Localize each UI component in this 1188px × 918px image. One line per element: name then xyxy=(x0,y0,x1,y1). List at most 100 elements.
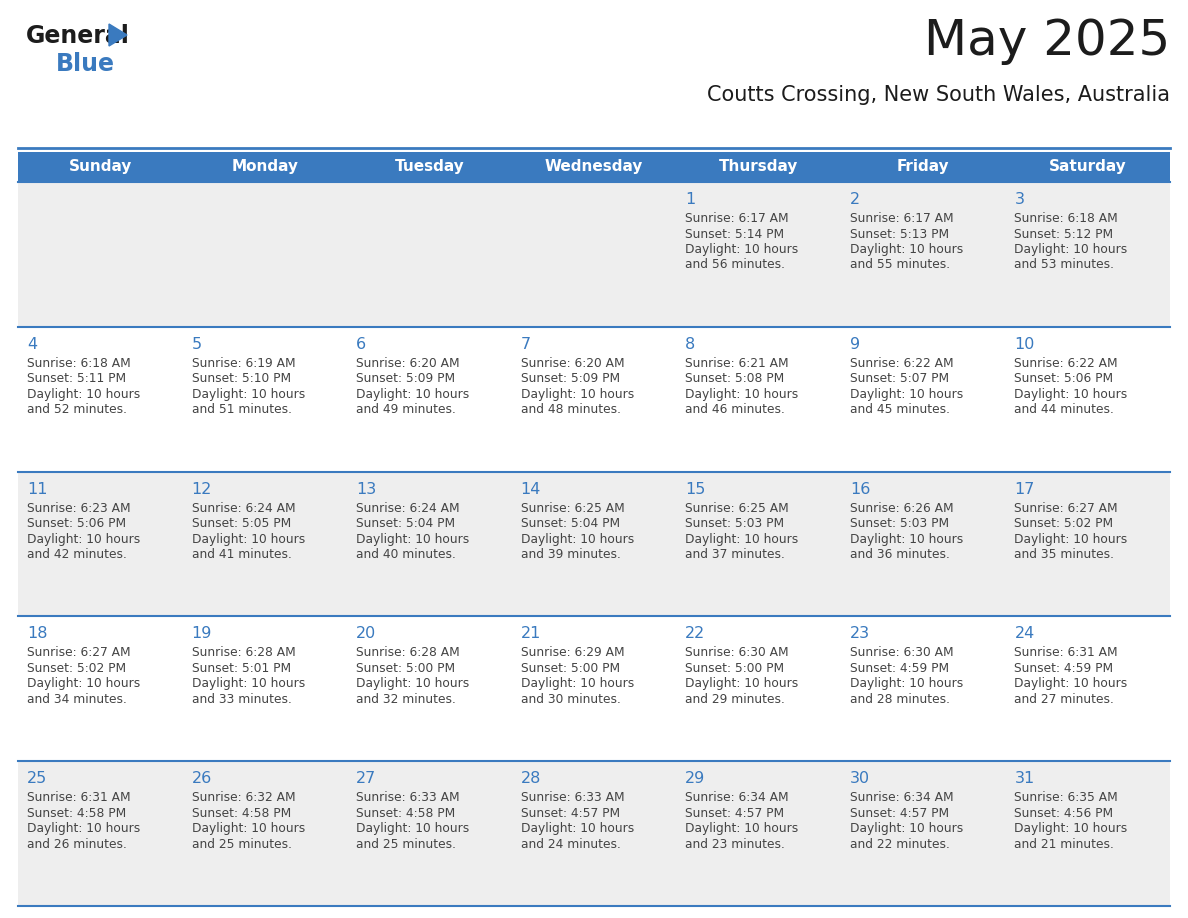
Bar xyxy=(18,761,1170,906)
Text: and 22 minutes.: and 22 minutes. xyxy=(849,838,949,851)
Text: Sunrise: 6:34 AM: Sunrise: 6:34 AM xyxy=(685,791,789,804)
Text: 27: 27 xyxy=(356,771,377,786)
Text: Sunset: 5:01 PM: Sunset: 5:01 PM xyxy=(191,662,291,675)
Text: and 56 minutes.: and 56 minutes. xyxy=(685,259,785,272)
Text: Sunset: 5:06 PM: Sunset: 5:06 PM xyxy=(1015,373,1113,386)
Bar xyxy=(18,327,1170,472)
Text: 13: 13 xyxy=(356,482,377,497)
Text: and 52 minutes.: and 52 minutes. xyxy=(27,403,127,416)
Text: Friday: Friday xyxy=(897,160,949,174)
Text: 23: 23 xyxy=(849,626,870,642)
Text: Daylight: 10 hours: Daylight: 10 hours xyxy=(27,532,140,545)
Text: 12: 12 xyxy=(191,482,211,497)
Text: Daylight: 10 hours: Daylight: 10 hours xyxy=(520,387,634,401)
Text: Sunrise: 6:33 AM: Sunrise: 6:33 AM xyxy=(356,791,460,804)
Text: Sunset: 4:58 PM: Sunset: 4:58 PM xyxy=(356,807,455,820)
Text: Daylight: 10 hours: Daylight: 10 hours xyxy=(27,823,140,835)
Text: Daylight: 10 hours: Daylight: 10 hours xyxy=(356,387,469,401)
Text: Sunset: 4:57 PM: Sunset: 4:57 PM xyxy=(520,807,620,820)
Text: and 40 minutes.: and 40 minutes. xyxy=(356,548,456,561)
Text: 1: 1 xyxy=(685,192,695,207)
Text: Sunrise: 6:25 AM: Sunrise: 6:25 AM xyxy=(520,501,625,515)
Text: 6: 6 xyxy=(356,337,366,352)
Text: Sunrise: 6:28 AM: Sunrise: 6:28 AM xyxy=(191,646,296,659)
Text: Sunset: 5:13 PM: Sunset: 5:13 PM xyxy=(849,228,949,241)
Text: and 32 minutes.: and 32 minutes. xyxy=(356,693,456,706)
Text: Sunset: 5:02 PM: Sunset: 5:02 PM xyxy=(1015,517,1113,530)
Text: Sunrise: 6:31 AM: Sunrise: 6:31 AM xyxy=(27,791,131,804)
Text: Sunrise: 6:22 AM: Sunrise: 6:22 AM xyxy=(849,357,954,370)
Text: Sunset: 4:57 PM: Sunset: 4:57 PM xyxy=(849,807,949,820)
Text: Daylight: 10 hours: Daylight: 10 hours xyxy=(356,677,469,690)
Text: and 42 minutes.: and 42 minutes. xyxy=(27,548,127,561)
Text: Sunset: 5:03 PM: Sunset: 5:03 PM xyxy=(685,517,784,530)
Text: Daylight: 10 hours: Daylight: 10 hours xyxy=(27,387,140,401)
Text: Sunrise: 6:24 AM: Sunrise: 6:24 AM xyxy=(191,501,295,515)
Text: and 46 minutes.: and 46 minutes. xyxy=(685,403,785,416)
Bar xyxy=(18,182,1170,327)
Text: Daylight: 10 hours: Daylight: 10 hours xyxy=(356,532,469,545)
Text: Sunrise: 6:31 AM: Sunrise: 6:31 AM xyxy=(1015,646,1118,659)
Text: Saturday: Saturday xyxy=(1049,160,1126,174)
Text: 21: 21 xyxy=(520,626,541,642)
Text: Sunrise: 6:27 AM: Sunrise: 6:27 AM xyxy=(1015,501,1118,515)
Text: Sunset: 5:08 PM: Sunset: 5:08 PM xyxy=(685,373,784,386)
Text: Sunrise: 6:35 AM: Sunrise: 6:35 AM xyxy=(1015,791,1118,804)
Text: 30: 30 xyxy=(849,771,870,786)
Text: 16: 16 xyxy=(849,482,871,497)
Text: 14: 14 xyxy=(520,482,541,497)
Text: and 29 minutes.: and 29 minutes. xyxy=(685,693,785,706)
Text: Sunrise: 6:18 AM: Sunrise: 6:18 AM xyxy=(27,357,131,370)
Text: Daylight: 10 hours: Daylight: 10 hours xyxy=(520,823,634,835)
Text: and 41 minutes.: and 41 minutes. xyxy=(191,548,291,561)
Text: Daylight: 10 hours: Daylight: 10 hours xyxy=(849,532,963,545)
Text: Sunset: 5:00 PM: Sunset: 5:00 PM xyxy=(520,662,620,675)
Text: General: General xyxy=(26,24,129,48)
Text: Tuesday: Tuesday xyxy=(394,160,465,174)
Text: Daylight: 10 hours: Daylight: 10 hours xyxy=(685,532,798,545)
Text: Sunset: 5:09 PM: Sunset: 5:09 PM xyxy=(520,373,620,386)
Text: 9: 9 xyxy=(849,337,860,352)
Text: Daylight: 10 hours: Daylight: 10 hours xyxy=(1015,387,1127,401)
Text: Sunset: 5:00 PM: Sunset: 5:00 PM xyxy=(685,662,784,675)
Text: Sunrise: 6:24 AM: Sunrise: 6:24 AM xyxy=(356,501,460,515)
Text: 15: 15 xyxy=(685,482,706,497)
Text: and 30 minutes.: and 30 minutes. xyxy=(520,693,620,706)
Text: Daylight: 10 hours: Daylight: 10 hours xyxy=(520,677,634,690)
Text: Daylight: 10 hours: Daylight: 10 hours xyxy=(191,677,305,690)
Text: and 21 minutes.: and 21 minutes. xyxy=(1015,838,1114,851)
Text: 24: 24 xyxy=(1015,626,1035,642)
Text: Sunset: 5:11 PM: Sunset: 5:11 PM xyxy=(27,373,126,386)
Text: Thursday: Thursday xyxy=(719,160,798,174)
Bar xyxy=(18,152,1170,182)
Text: Sunrise: 6:21 AM: Sunrise: 6:21 AM xyxy=(685,357,789,370)
Text: Sunrise: 6:34 AM: Sunrise: 6:34 AM xyxy=(849,791,954,804)
Text: 18: 18 xyxy=(27,626,48,642)
Text: Sunset: 5:12 PM: Sunset: 5:12 PM xyxy=(1015,228,1113,241)
Text: Sunrise: 6:17 AM: Sunrise: 6:17 AM xyxy=(685,212,789,225)
Text: Sunset: 5:10 PM: Sunset: 5:10 PM xyxy=(191,373,291,386)
Text: Sunset: 4:58 PM: Sunset: 4:58 PM xyxy=(191,807,291,820)
Text: Sunrise: 6:25 AM: Sunrise: 6:25 AM xyxy=(685,501,789,515)
Text: Sunset: 4:59 PM: Sunset: 4:59 PM xyxy=(849,662,949,675)
Text: and 49 minutes.: and 49 minutes. xyxy=(356,403,456,416)
Text: and 45 minutes.: and 45 minutes. xyxy=(849,403,950,416)
Bar xyxy=(18,472,1170,616)
Text: Sunday: Sunday xyxy=(69,160,132,174)
Text: Sunset: 5:07 PM: Sunset: 5:07 PM xyxy=(849,373,949,386)
Text: Sunset: 5:04 PM: Sunset: 5:04 PM xyxy=(356,517,455,530)
Text: Monday: Monday xyxy=(232,160,298,174)
Text: and 25 minutes.: and 25 minutes. xyxy=(191,838,291,851)
Text: Daylight: 10 hours: Daylight: 10 hours xyxy=(849,823,963,835)
Text: Daylight: 10 hours: Daylight: 10 hours xyxy=(1015,677,1127,690)
Text: Sunset: 5:14 PM: Sunset: 5:14 PM xyxy=(685,228,784,241)
Text: Sunrise: 6:28 AM: Sunrise: 6:28 AM xyxy=(356,646,460,659)
Text: and 35 minutes.: and 35 minutes. xyxy=(1015,548,1114,561)
Text: Daylight: 10 hours: Daylight: 10 hours xyxy=(520,532,634,545)
Text: Daylight: 10 hours: Daylight: 10 hours xyxy=(685,677,798,690)
Text: Sunset: 4:57 PM: Sunset: 4:57 PM xyxy=(685,807,784,820)
Text: Sunrise: 6:32 AM: Sunrise: 6:32 AM xyxy=(191,791,295,804)
Text: 3: 3 xyxy=(1015,192,1024,207)
Text: 29: 29 xyxy=(685,771,706,786)
Text: 31: 31 xyxy=(1015,771,1035,786)
